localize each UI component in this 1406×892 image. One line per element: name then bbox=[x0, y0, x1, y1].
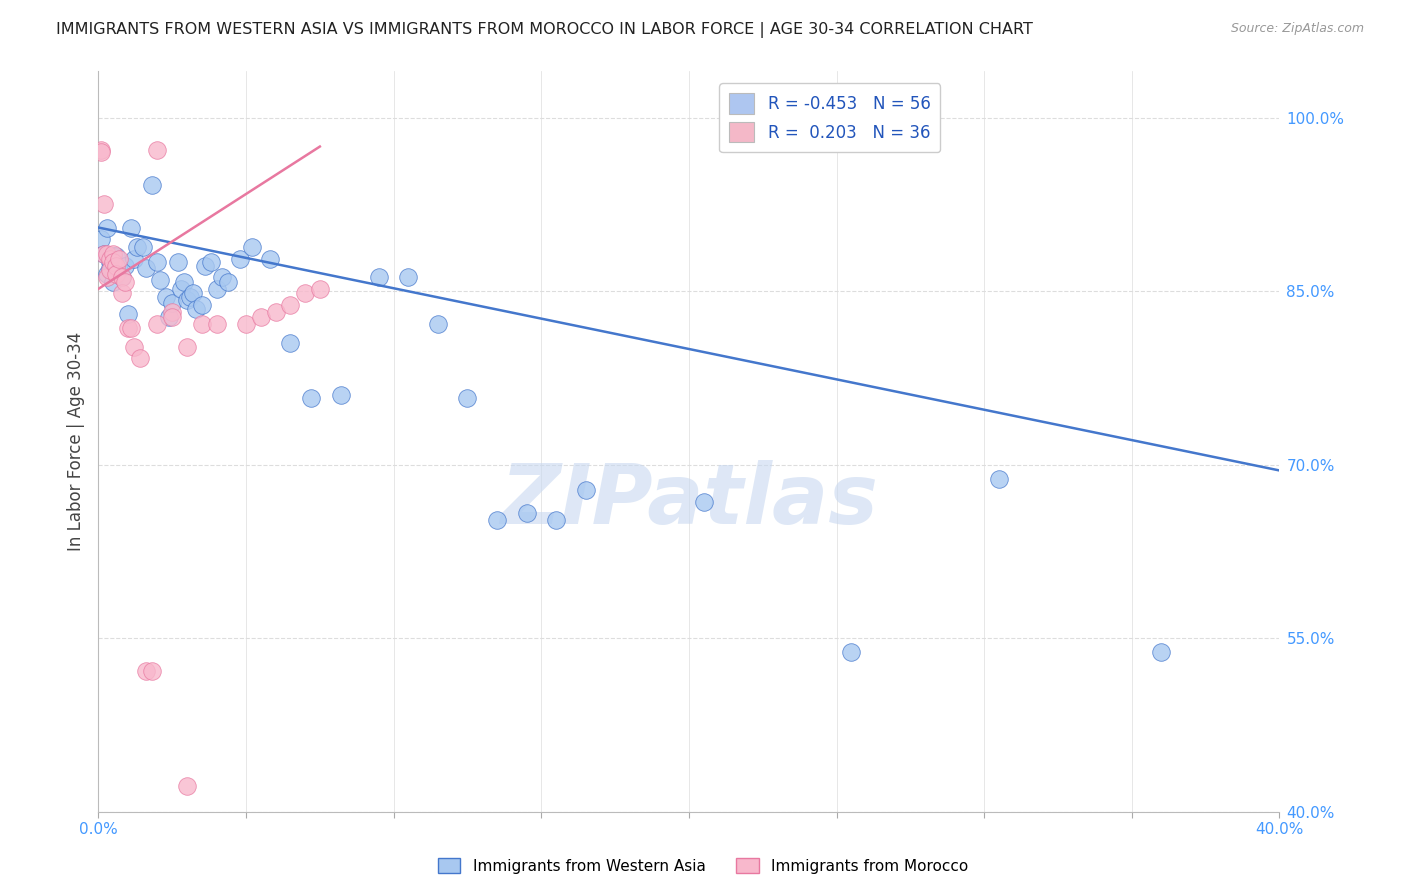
Point bbox=[90, 145, 112, 160]
Point bbox=[546, 513, 568, 527]
Point bbox=[309, 282, 332, 296]
Point bbox=[162, 310, 183, 324]
Point bbox=[96, 247, 118, 261]
Point bbox=[294, 286, 316, 301]
Point bbox=[103, 255, 125, 269]
Point bbox=[108, 252, 131, 266]
Point bbox=[105, 260, 128, 275]
Point bbox=[93, 247, 115, 261]
Point bbox=[486, 513, 509, 527]
Point bbox=[184, 301, 207, 316]
Point bbox=[250, 310, 273, 324]
Point bbox=[114, 259, 136, 273]
Point bbox=[179, 290, 201, 304]
Point bbox=[368, 270, 391, 285]
Point bbox=[155, 290, 177, 304]
Point bbox=[841, 645, 863, 659]
Point bbox=[117, 321, 139, 335]
Point bbox=[280, 336, 302, 351]
Point bbox=[167, 255, 190, 269]
Point bbox=[114, 275, 136, 289]
Point bbox=[122, 252, 145, 266]
Point bbox=[105, 259, 128, 273]
Point bbox=[141, 664, 163, 678]
Legend: R = -0.453   N = 56, R =  0.203   N = 36: R = -0.453 N = 56, R = 0.203 N = 36 bbox=[720, 83, 941, 153]
Point bbox=[93, 247, 115, 261]
Point bbox=[146, 255, 169, 269]
Point bbox=[96, 270, 118, 285]
Point bbox=[229, 252, 252, 266]
Point bbox=[205, 282, 228, 296]
Point bbox=[103, 250, 125, 264]
Point bbox=[299, 391, 322, 405]
Point bbox=[105, 250, 128, 264]
Point bbox=[98, 252, 121, 266]
Point bbox=[259, 252, 281, 266]
Point bbox=[173, 275, 195, 289]
Point bbox=[111, 270, 134, 285]
Point bbox=[191, 317, 214, 331]
Point bbox=[240, 240, 263, 254]
Point bbox=[170, 282, 193, 296]
Point bbox=[90, 232, 112, 246]
Point bbox=[98, 263, 121, 277]
Point bbox=[157, 310, 180, 324]
Point bbox=[516, 506, 538, 520]
Point bbox=[98, 260, 121, 275]
Point bbox=[96, 267, 118, 281]
Point bbox=[176, 779, 198, 793]
Point bbox=[135, 260, 157, 275]
Point bbox=[93, 197, 115, 211]
Text: IMMIGRANTS FROM WESTERN ASIA VS IMMIGRANTS FROM MOROCCO IN LABOR FORCE | AGE 30-: IMMIGRANTS FROM WESTERN ASIA VS IMMIGRAN… bbox=[56, 22, 1033, 38]
Point bbox=[128, 351, 150, 366]
Point bbox=[191, 298, 214, 312]
Point bbox=[162, 295, 183, 310]
Point bbox=[280, 298, 302, 312]
Point bbox=[457, 391, 479, 405]
Point bbox=[120, 220, 142, 235]
Point bbox=[132, 240, 155, 254]
Point bbox=[329, 388, 352, 402]
Point bbox=[103, 275, 125, 289]
Point bbox=[200, 255, 222, 269]
Point bbox=[235, 317, 257, 331]
Point bbox=[96, 220, 118, 235]
Legend: Immigrants from Western Asia, Immigrants from Morocco: Immigrants from Western Asia, Immigrants… bbox=[432, 852, 974, 880]
Point bbox=[693, 494, 716, 508]
Point bbox=[575, 483, 598, 497]
Point bbox=[90, 143, 112, 157]
Point bbox=[149, 272, 172, 286]
Point bbox=[122, 340, 145, 354]
Point bbox=[162, 305, 183, 319]
Point bbox=[135, 664, 157, 678]
Y-axis label: In Labor Force | Age 30-34: In Labor Force | Age 30-34 bbox=[66, 332, 84, 551]
Point bbox=[117, 307, 139, 321]
Point bbox=[108, 263, 131, 277]
Point bbox=[176, 340, 198, 354]
Point bbox=[205, 317, 228, 331]
Point bbox=[103, 247, 125, 261]
Point bbox=[141, 178, 163, 192]
Point bbox=[194, 259, 217, 273]
Text: ZIPatlas: ZIPatlas bbox=[501, 460, 877, 541]
Point bbox=[217, 275, 239, 289]
Point bbox=[111, 286, 134, 301]
Point bbox=[120, 321, 142, 335]
Point bbox=[111, 270, 134, 285]
Point bbox=[105, 267, 128, 281]
Point bbox=[125, 240, 148, 254]
Point bbox=[98, 255, 121, 269]
Point bbox=[427, 317, 450, 331]
Point bbox=[146, 317, 169, 331]
Point bbox=[988, 472, 1011, 486]
Point bbox=[176, 293, 198, 308]
Point bbox=[146, 143, 169, 157]
Point bbox=[211, 270, 233, 285]
Point bbox=[1150, 645, 1173, 659]
Point bbox=[181, 286, 204, 301]
Text: Source: ZipAtlas.com: Source: ZipAtlas.com bbox=[1230, 22, 1364, 36]
Point bbox=[398, 270, 420, 285]
Point bbox=[264, 305, 287, 319]
